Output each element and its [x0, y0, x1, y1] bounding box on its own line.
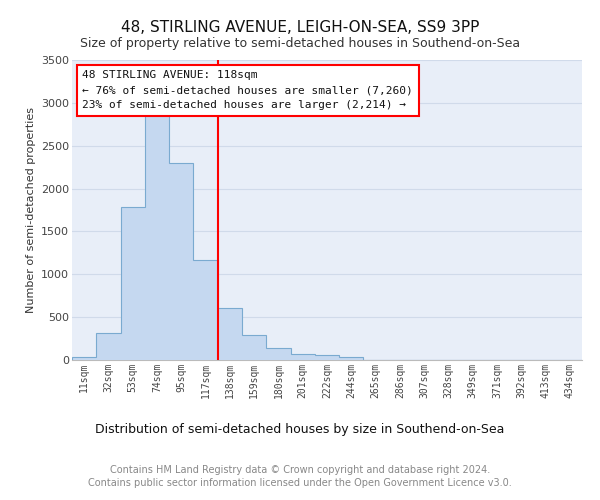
Text: 48, STIRLING AVENUE, LEIGH-ON-SEA, SS9 3PP: 48, STIRLING AVENUE, LEIGH-ON-SEA, SS9 3…	[121, 20, 479, 35]
Text: Distribution of semi-detached houses by size in Southend-on-Sea: Distribution of semi-detached houses by …	[95, 422, 505, 436]
Text: Contains public sector information licensed under the Open Government Licence v3: Contains public sector information licen…	[88, 478, 512, 488]
Text: 48 STIRLING AVENUE: 118sqm
← 76% of semi-detached houses are smaller (7,260)
23%: 48 STIRLING AVENUE: 118sqm ← 76% of semi…	[82, 70, 413, 110]
Text: Contains HM Land Registry data © Crown copyright and database right 2024.: Contains HM Land Registry data © Crown c…	[110, 465, 490, 475]
Text: Size of property relative to semi-detached houses in Southend-on-Sea: Size of property relative to semi-detach…	[80, 38, 520, 51]
Y-axis label: Number of semi-detached properties: Number of semi-detached properties	[26, 107, 35, 313]
